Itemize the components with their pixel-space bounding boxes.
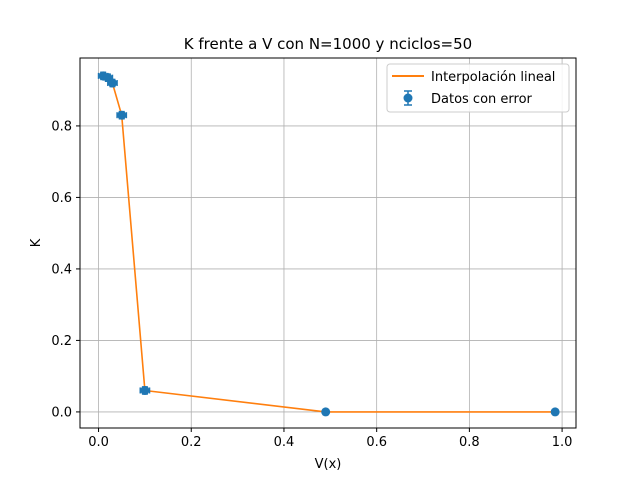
- y-axis-ticks: 0.0 0.2 0.4 0.6 0.8: [51, 119, 80, 420]
- legend-box: [386, 63, 570, 113]
- y-tick-label: 0.6: [51, 191, 72, 206]
- chart-title: K frente a V con N=1000 y nciclos=50: [184, 35, 472, 53]
- x-tick-label: 1.0: [552, 435, 573, 450]
- y-tick-label: 0.2: [51, 334, 72, 349]
- legend-errorbar-swatch: [403, 90, 413, 106]
- y-tick-label: 0.8: [51, 119, 72, 134]
- legend-entry-line: Interpolación lineal: [431, 70, 555, 85]
- legend: Interpolación lineal Datos con error: [386, 63, 570, 113]
- grid: [80, 58, 576, 428]
- x-tick-label: 0.2: [181, 435, 202, 450]
- data-point-errorbar: [550, 407, 560, 417]
- x-tick-label: 0.6: [366, 435, 387, 450]
- legend-entry-errorbar: Datos con error: [431, 92, 533, 107]
- y-tick-label: 0.0: [51, 405, 72, 420]
- x-tick-label: 0.4: [274, 435, 295, 450]
- x-tick-label: 0.0: [88, 435, 109, 450]
- x-axis-title: V(x): [315, 457, 342, 472]
- data-point-errorbar: [107, 78, 118, 88]
- data-point-errorbar: [116, 110, 128, 120]
- plot-area-frame: [79, 57, 577, 429]
- y-axis-title: K: [29, 238, 44, 247]
- y-tick-label: 0.4: [51, 262, 72, 277]
- data-point-errorbar: [321, 407, 331, 417]
- errorbar-series-layer: [97, 71, 560, 417]
- x-tick-label: 0.8: [459, 435, 480, 450]
- x-axis-ticks: 0.0 0.2 0.4 0.6 0.8 1.0: [88, 428, 572, 450]
- data-point-errorbar: [139, 385, 151, 395]
